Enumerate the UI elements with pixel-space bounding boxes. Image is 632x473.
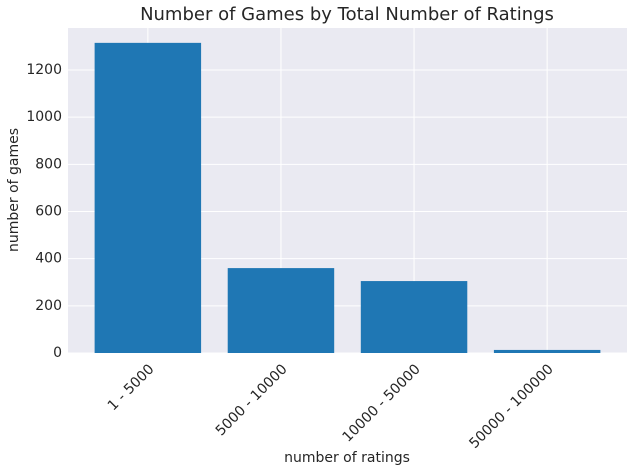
x-tick-label: 1 - 5000 <box>105 361 158 414</box>
y-tick-label: 1000 <box>26 109 62 125</box>
y-tick-label: 600 <box>35 203 62 219</box>
y-tick-label: 1200 <box>26 62 62 78</box>
y-axis-label: number of games <box>6 128 22 252</box>
bar <box>493 349 601 353</box>
y-tick-label: 200 <box>35 298 62 314</box>
y-tick-label: 400 <box>35 251 62 267</box>
y-tick-label: 0 <box>53 345 62 361</box>
bar <box>227 268 335 353</box>
x-tick-label: 50000 - 100000 <box>466 361 556 451</box>
chart-title: Number of Games by Total Number of Ratin… <box>140 4 554 25</box>
x-axis-label: number of ratings <box>284 450 410 466</box>
bar <box>360 281 468 353</box>
x-tick-label: 5000 - 10000 <box>213 361 291 439</box>
marks <box>94 42 601 353</box>
x-tick-label: 10000 - 50000 <box>340 361 424 445</box>
y-tick-label: 800 <box>35 156 62 172</box>
bar <box>94 42 202 353</box>
